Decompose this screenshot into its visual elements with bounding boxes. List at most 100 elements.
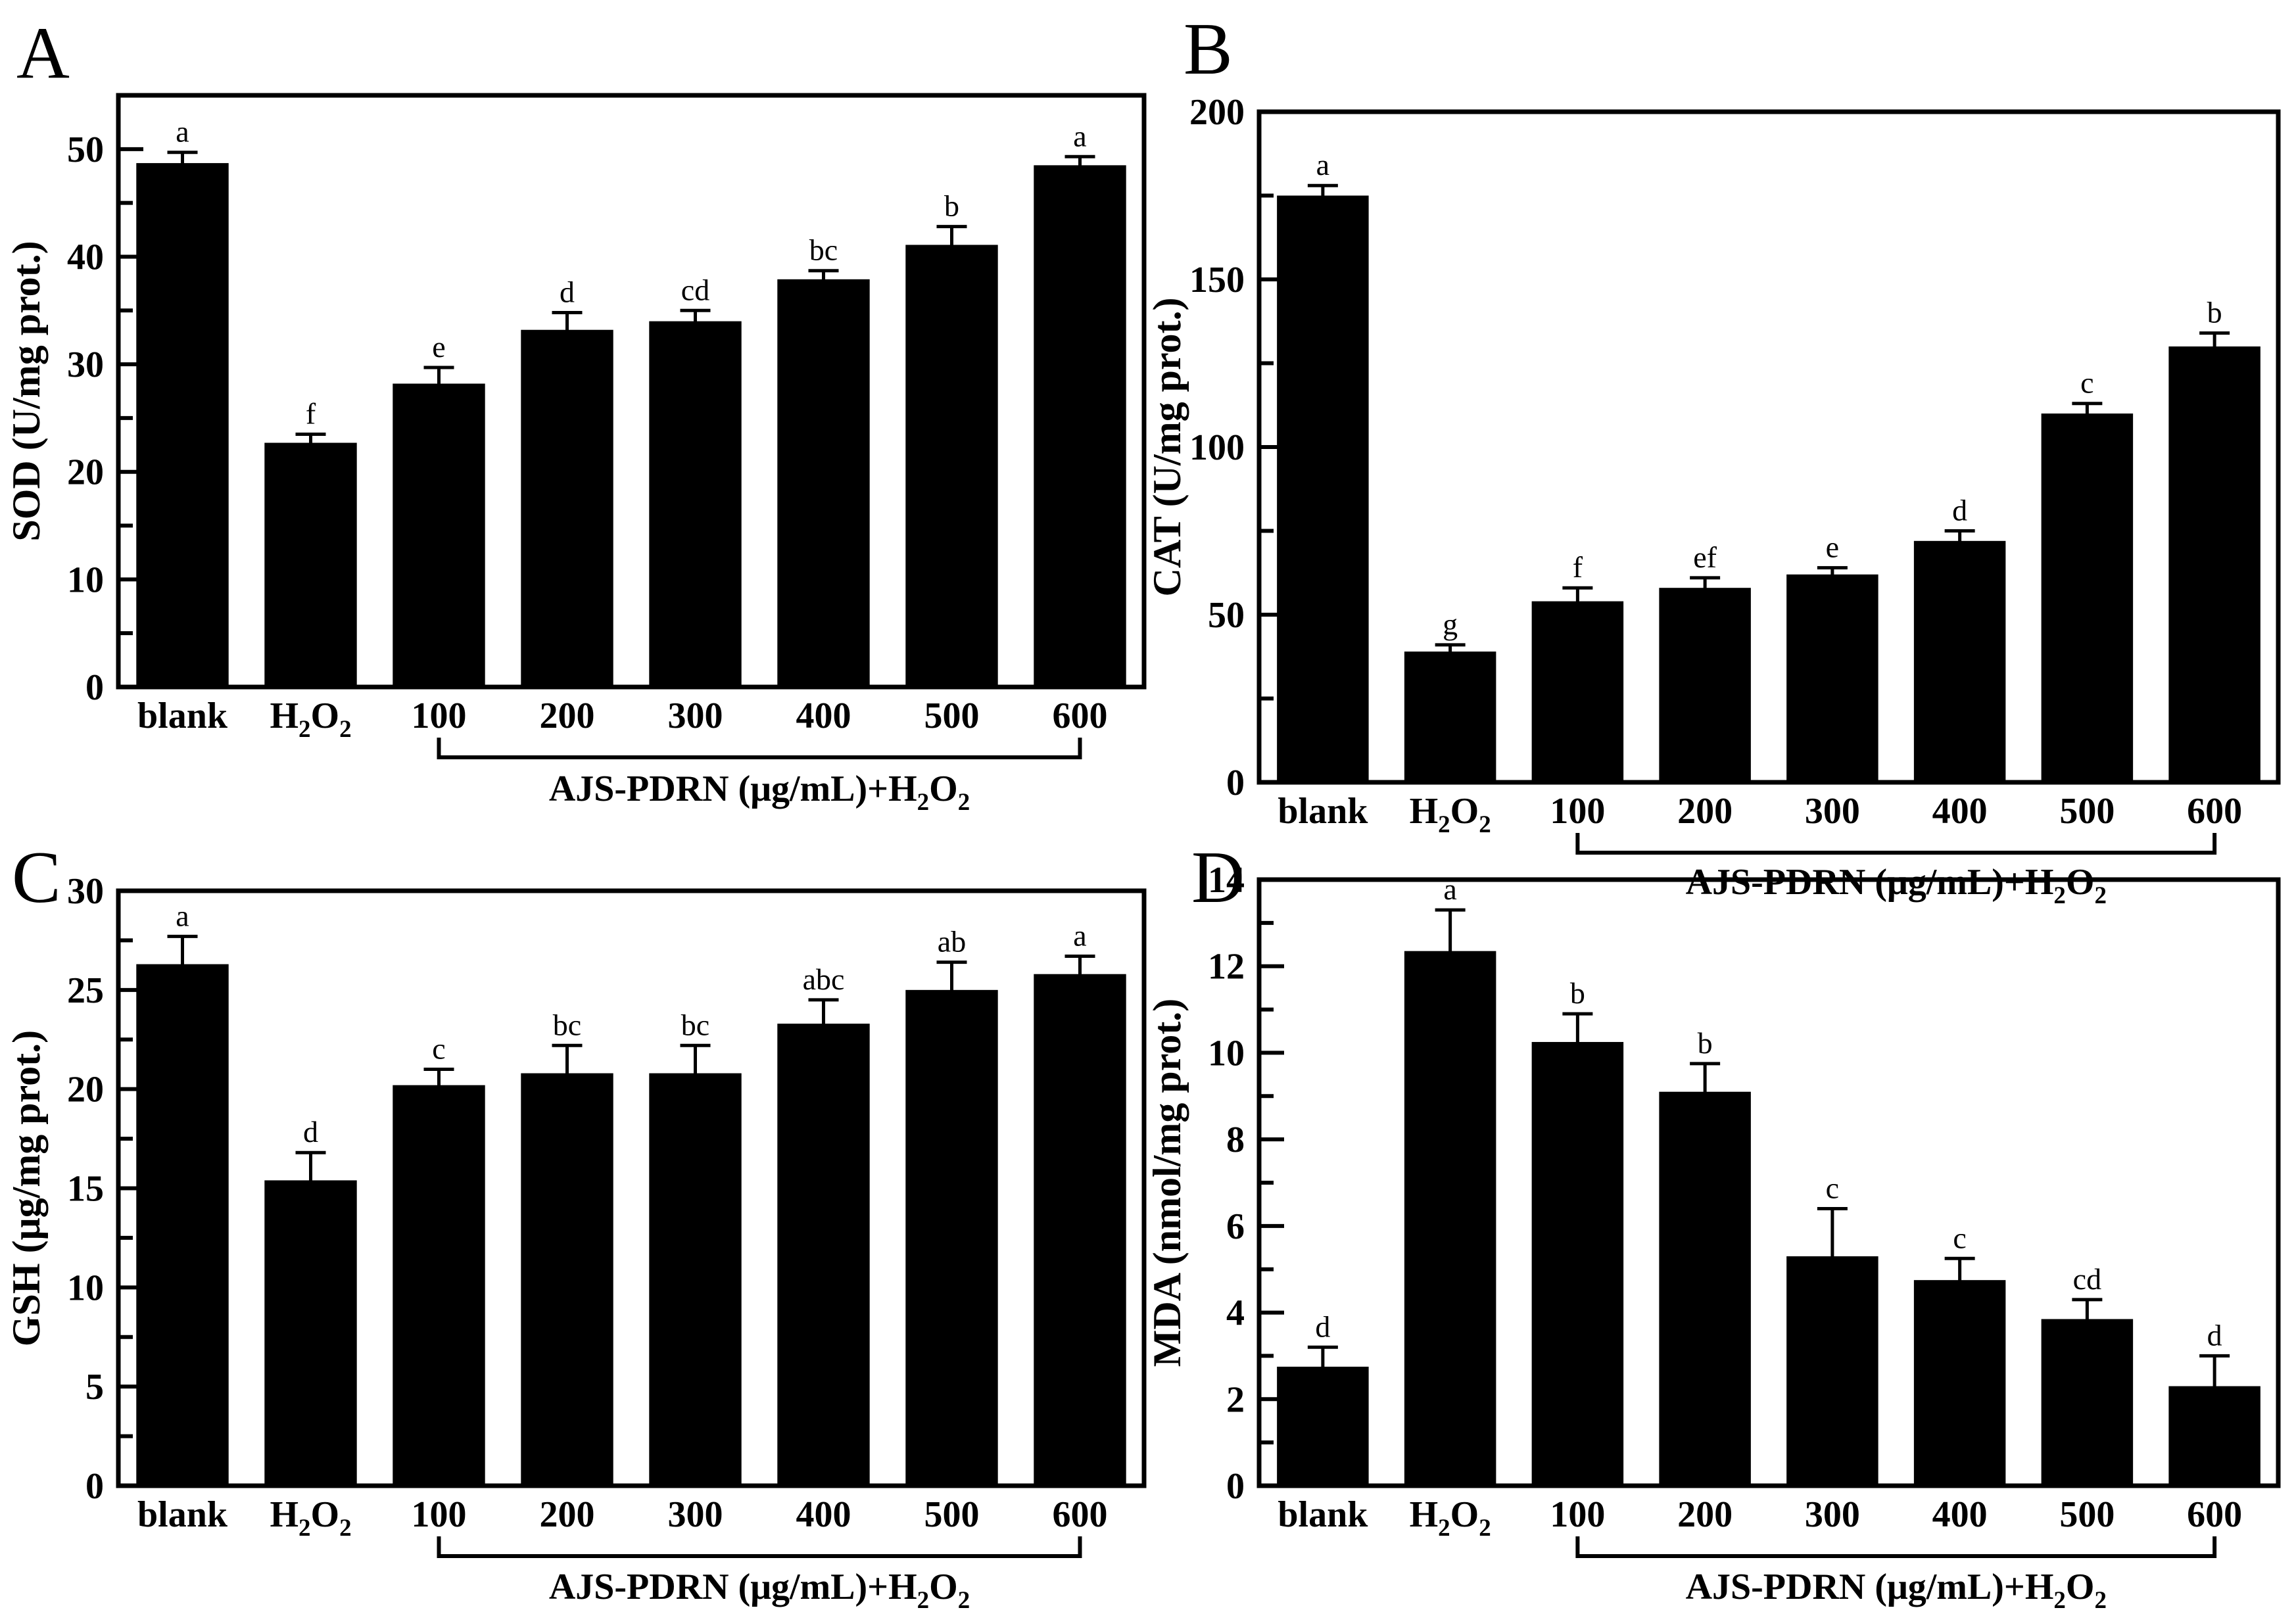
category-label: 100 <box>412 696 467 736</box>
bar <box>521 1073 613 1486</box>
significance-letter: bc <box>553 1008 581 1041</box>
bar <box>1277 1366 1369 1486</box>
category-label: H2O2 <box>1410 791 1491 838</box>
panel-C: 0 5 10 15 20 25 30 GSH (μg/mg prot.) a blank d H2O2… <box>5 871 1147 1610</box>
significance-letter: cd <box>2073 1262 2101 1296</box>
significance-letter: b <box>2207 296 2222 329</box>
significance-letter: d <box>560 275 575 309</box>
plot-frame <box>116 93 1147 690</box>
bar <box>777 279 870 687</box>
significance-letter: b <box>1698 1026 1713 1060</box>
category-label: blank <box>1278 1494 1368 1535</box>
panel-letter-D: D <box>1191 837 1245 918</box>
significance-letter: b <box>944 189 959 223</box>
bar <box>1786 1256 1878 1486</box>
category-label: 100 <box>1550 791 1605 832</box>
bar <box>905 989 998 1486</box>
group-bracket <box>1575 833 2217 855</box>
y-tick-label: 10 <box>1208 1033 1245 1074</box>
category-label: H2O2 <box>1410 1494 1491 1541</box>
y-tick-label: 10 <box>67 1267 104 1308</box>
bar <box>2041 1319 2134 1486</box>
bar <box>136 163 229 687</box>
category-label: blank <box>137 1494 228 1535</box>
bar <box>1786 574 1878 782</box>
bar <box>649 321 742 687</box>
significance-letter: e <box>1826 531 1839 564</box>
category-label: 300 <box>1805 1494 1860 1535</box>
bar <box>1404 951 1496 1486</box>
significance-letter: c <box>432 1032 445 1066</box>
significance-letter: a <box>1073 919 1086 953</box>
bar <box>136 964 229 1486</box>
group-axis-label: AJS-PDRN (μg/mL)+H2O2 <box>1686 862 2107 909</box>
category-label: 100 <box>1550 1494 1605 1535</box>
category-label: 200 <box>540 696 595 736</box>
significance-letter: c <box>2080 366 2093 400</box>
group-bracket <box>437 1536 1082 1558</box>
category-label: H2O2 <box>270 1494 351 1541</box>
significance-letter: d <box>2207 1318 2222 1352</box>
category-label: 500 <box>924 1494 980 1535</box>
significance-letter: f <box>1573 550 1583 584</box>
y-tick-label: 0 <box>1226 763 1245 803</box>
bar <box>1034 974 1126 1486</box>
y-tick-label: 30 <box>67 344 104 385</box>
y-tick-label: 30 <box>67 871 104 912</box>
significance-letter: d <box>303 1115 318 1148</box>
y-tick-label: 2 <box>1226 1379 1245 1420</box>
significance-letter: bc <box>809 233 838 267</box>
bar <box>2168 1386 2260 1486</box>
bar <box>2041 414 2134 782</box>
significance-letter: c <box>1826 1172 1839 1205</box>
y-tick-label: 4 <box>1226 1293 1245 1334</box>
bar <box>1531 1041 1624 1486</box>
y-tick-label: 0 <box>85 1466 104 1507</box>
category-label: 300 <box>1805 791 1860 832</box>
panel-letter-A: A <box>16 12 70 94</box>
category-label: blank <box>137 696 228 736</box>
y-tick-label: 12 <box>1208 947 1245 987</box>
category-label: 400 <box>796 1494 851 1535</box>
y-tick-label: 5 <box>85 1367 104 1408</box>
bar <box>1659 588 1751 782</box>
significance-letter: d <box>1952 494 1967 527</box>
group-axis-label: AJS-PDRN (μg/mL)+H2O2 <box>1686 1567 2107 1610</box>
y-tick-label: 8 <box>1226 1120 1245 1160</box>
significance-letter: c <box>1953 1221 1966 1254</box>
bar <box>777 1024 870 1486</box>
category-label: 500 <box>2059 1494 2115 1535</box>
y-axis-title: MDA (nmol/mg prot.) <box>1145 999 1189 1367</box>
significance-letter: a <box>176 115 189 149</box>
bar <box>1034 165 1126 687</box>
group-bracket <box>437 738 1082 759</box>
bar <box>264 442 357 687</box>
y-tick-label: 40 <box>67 237 104 277</box>
group-bracket <box>1575 1536 2217 1558</box>
y-tick-label: 10 <box>67 559 104 600</box>
y-tick-label: 100 <box>1189 427 1245 468</box>
bar <box>905 245 998 687</box>
significance-letter: a <box>1316 148 1329 181</box>
significance-letter: ef <box>1693 540 1717 574</box>
significance-letter: a <box>1073 119 1086 153</box>
bar <box>1277 195 1369 782</box>
category-label: H2O2 <box>270 696 351 742</box>
bar <box>649 1073 742 1486</box>
significance-letter: abc <box>803 962 845 996</box>
y-tick-label: 50 <box>67 130 104 170</box>
bar <box>1531 601 1624 782</box>
y-tick-label: 14 <box>1208 860 1245 901</box>
y-tick-label: 15 <box>67 1169 104 1210</box>
category-label: 400 <box>1932 791 1988 832</box>
y-tick-label: 200 <box>1189 92 1245 133</box>
category-label: 600 <box>1053 1494 1108 1535</box>
panel-B: 0 50 100 150 200 CAT (U/mg prot.) a blank g H2O2 f… <box>1145 92 2281 909</box>
category-label: blank <box>1278 791 1368 832</box>
significance-letter: bc <box>681 1008 709 1041</box>
significance-letter: a <box>1443 872 1456 906</box>
category-label: 300 <box>668 1494 723 1535</box>
y-axis-title: CAT (U/mg prot.) <box>1145 298 1189 597</box>
